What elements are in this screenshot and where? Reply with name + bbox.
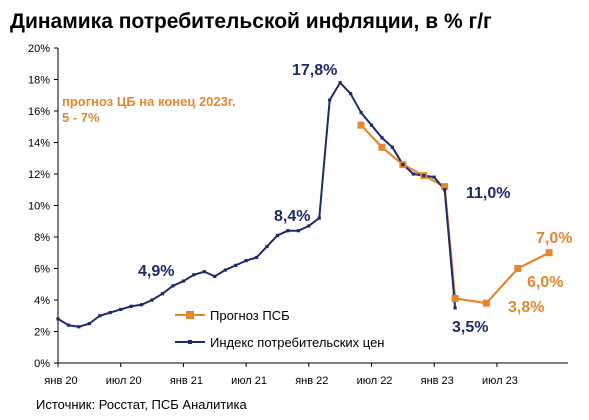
forecast-point — [451, 294, 459, 302]
data-label: 7,0% — [536, 230, 572, 247]
cpi-point — [181, 279, 185, 283]
x-tick-label: июл 23 — [482, 375, 518, 387]
cpi-point — [119, 307, 123, 312]
cpi-point — [66, 323, 71, 327]
cpi-point — [328, 98, 332, 102]
cpi-point — [140, 303, 144, 307]
cpi-point — [443, 188, 447, 192]
legend-actual-label: Индекс потребительских цен — [210, 335, 384, 350]
cpi-point — [254, 255, 259, 260]
cpi-point — [223, 268, 227, 272]
cpi-point — [338, 81, 342, 85]
y-tick-label: 2% — [34, 327, 50, 339]
chart-title: Динамика потребительской инфляции, в % г… — [10, 10, 492, 33]
cpi-point — [171, 284, 175, 288]
cpi-point — [192, 273, 196, 277]
data-label: 3,8% — [508, 299, 544, 316]
legend-forecast-label: Прогноз ПСБ — [210, 308, 290, 323]
cpi-point — [234, 263, 238, 267]
cpi-point — [160, 292, 165, 296]
cpi-point — [275, 233, 280, 238]
y-tick-label: 14% — [28, 138, 50, 150]
x-tick-label: янв 22 — [295, 375, 328, 387]
legend-actual-marker — [188, 340, 192, 344]
y-tick-label: 4% — [34, 295, 50, 307]
cpi-point — [296, 229, 300, 233]
data-label: 11,0% — [466, 185, 510, 202]
cpi-point — [380, 136, 384, 140]
forecast-line — [360, 124, 550, 305]
source-note: Источник: Росстат, ПСБ Аналитика — [36, 397, 247, 412]
forecast-point — [378, 143, 386, 151]
cpi-point — [359, 110, 363, 115]
y-tick-label: 12% — [28, 169, 50, 181]
cpi-point — [453, 306, 457, 310]
y-tick-label: 8% — [34, 232, 50, 244]
cpi-point — [265, 244, 269, 249]
cpi-point — [77, 325, 81, 329]
y-tick-label: 0% — [34, 358, 50, 370]
x-tick-label: июл 21 — [231, 375, 267, 387]
forecast-point — [545, 249, 553, 257]
cpi-point — [98, 314, 102, 318]
data-label: 17,8% — [292, 62, 337, 79]
y-tick-label: 16% — [28, 106, 50, 118]
x-tick-label: июл 20 — [106, 375, 142, 387]
cpi-point — [56, 317, 60, 321]
cpi-point — [369, 123, 374, 127]
cpi-point — [150, 298, 154, 302]
cpi-point — [401, 162, 405, 167]
y-tick-label: 6% — [34, 264, 50, 276]
cpi-point — [286, 229, 290, 233]
cpi-point — [307, 224, 311, 228]
data-label: 4,9% — [138, 263, 174, 280]
cpi-point — [129, 304, 133, 308]
cb-forecast-note: прогноз ЦБ на конец 2023г. — [62, 94, 236, 109]
cpi-point — [411, 172, 415, 176]
y-tick-label: 10% — [28, 201, 50, 213]
cpi-point — [349, 92, 353, 96]
cpi-point — [390, 145, 394, 149]
forecast-point — [514, 265, 522, 272]
legend-forecast-marker — [186, 311, 194, 319]
x-tick-label: июл 22 — [357, 375, 393, 387]
y-tick-label: 20% — [28, 43, 50, 55]
data-label: 6,0% — [527, 274, 563, 291]
cpi-line — [57, 81, 457, 328]
cpi-point — [213, 274, 217, 278]
y-tick-label: 18% — [28, 75, 50, 87]
cpi-point — [202, 270, 206, 274]
forecast-point — [441, 183, 449, 191]
forecast-point — [357, 121, 365, 129]
x-tick-label: янв 20 — [44, 375, 77, 387]
cpi-point — [432, 175, 436, 179]
cpi-point — [87, 322, 91, 326]
forecast-point — [482, 299, 490, 307]
x-tick-label: янв 21 — [170, 375, 203, 387]
cpi-point — [108, 311, 112, 315]
cb-forecast-note: 5 - 7% — [62, 110, 100, 125]
cpi-point — [244, 259, 248, 263]
x-tick-label: янв 23 — [421, 375, 454, 387]
data-label: 3,5% — [452, 319, 488, 336]
cpi-point — [317, 216, 321, 220]
data-label: 8,4% — [274, 208, 310, 225]
cpi-point — [422, 173, 426, 178]
